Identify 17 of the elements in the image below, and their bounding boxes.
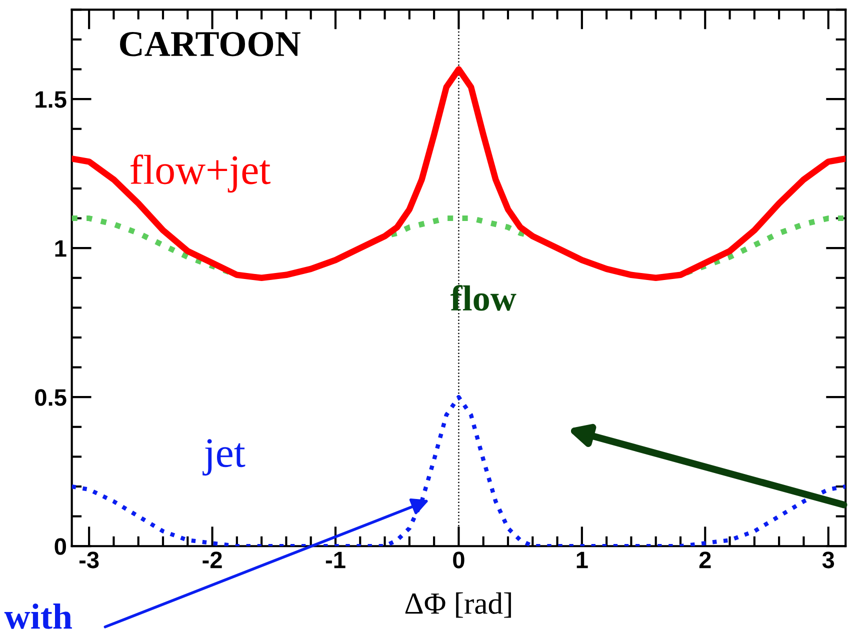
x-tick-label: 0: [453, 552, 464, 568]
x-axis-title: ΔΦ [rad]: [405, 592, 511, 618]
x-tick-label: 2: [699, 552, 711, 568]
series-label: flow: [450, 284, 516, 311]
y-tick-label: 1.5: [36, 91, 66, 108]
x-tick-label: 1: [576, 552, 588, 568]
x-tick-label: -1: [326, 552, 346, 568]
y-tick-label: 1: [55, 240, 66, 257]
series-label: jet: [202, 439, 246, 476]
y-tick-label: 0: [54, 538, 66, 555]
x-tick-label: 3: [822, 552, 834, 568]
x-tick-label: -2: [202, 552, 222, 568]
y-tick-label: 0.5: [35, 389, 66, 406]
series-label: flow+jet: [130, 154, 270, 193]
annotation: CARTOON: [120, 32, 300, 56]
text: with: [4, 604, 72, 629]
x-tick-label: -3: [79, 552, 99, 568]
